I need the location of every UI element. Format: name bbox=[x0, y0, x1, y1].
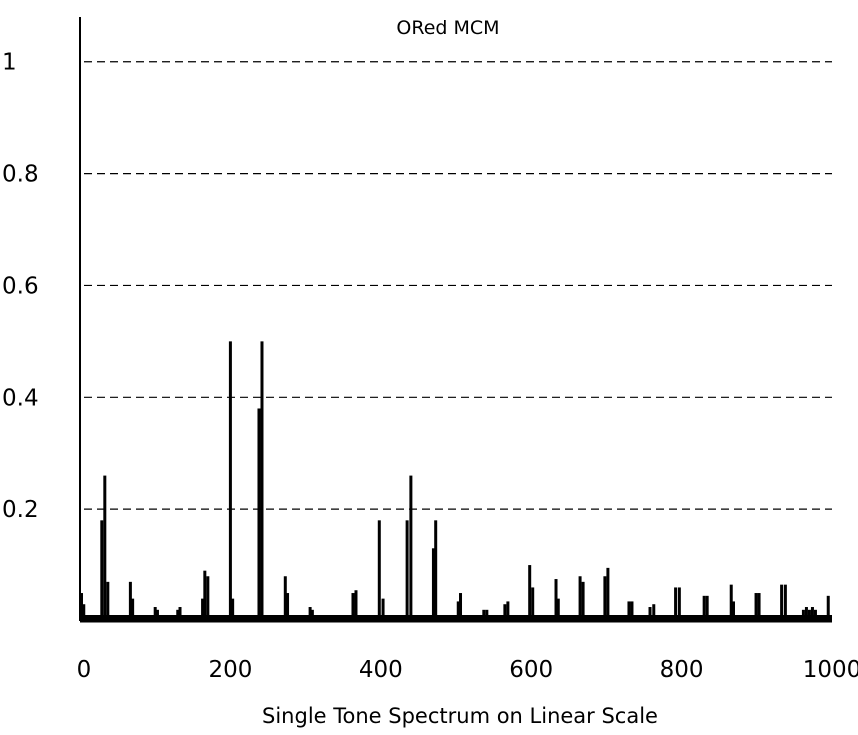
x-tick-label: 1000 bbox=[803, 657, 858, 683]
spectrum-bar bbox=[203, 570, 207, 621]
y-tick-label: 0.4 bbox=[2, 385, 39, 411]
spectrum-bar bbox=[603, 576, 607, 621]
y-tick-labels: 0.2 0.4 0.6 0.8 1 bbox=[2, 50, 39, 523]
spectrum-bar bbox=[131, 598, 135, 621]
spectrum-bar bbox=[434, 520, 438, 621]
spectrum-bar bbox=[257, 408, 261, 621]
spectrum-bar bbox=[80, 593, 84, 621]
x-tick-label: 400 bbox=[359, 657, 403, 683]
spectrum-bar bbox=[648, 607, 652, 621]
spectrum-bar bbox=[228, 341, 232, 621]
spectrum-bar bbox=[630, 601, 634, 621]
spectrum-bar bbox=[176, 609, 180, 621]
x-tick-labels: 0 200 400 600 800 1000 bbox=[77, 657, 858, 683]
spectrum-bar bbox=[231, 598, 235, 621]
spectrum-bar bbox=[153, 607, 157, 621]
y-tick-label: 0.8 bbox=[2, 162, 39, 188]
x-axis-label: Single Tone Spectrum on Linear Scale bbox=[262, 704, 658, 728]
spectrum-bar bbox=[810, 607, 814, 621]
spectrum-bar bbox=[381, 598, 385, 621]
spectrum-bar bbox=[627, 601, 631, 621]
spectrum-bar bbox=[260, 341, 264, 621]
bar-layer bbox=[80, 341, 832, 621]
spectrum-bar bbox=[351, 593, 355, 621]
spectrum-bar bbox=[578, 576, 582, 621]
spectrum-bar bbox=[482, 609, 486, 621]
spectrum-bar bbox=[528, 565, 532, 621]
spectrum-bar bbox=[506, 601, 510, 621]
spectrum-bar bbox=[652, 604, 656, 621]
spectrum-bar bbox=[485, 609, 489, 621]
spectrum-bar bbox=[456, 601, 460, 621]
spectrum-bar bbox=[826, 595, 830, 621]
spectrum-bar bbox=[503, 604, 507, 621]
spectrum-bar bbox=[702, 595, 706, 621]
spectrum-bar bbox=[155, 609, 159, 621]
spectrum-bar bbox=[804, 607, 808, 621]
spectrum-bar bbox=[606, 567, 610, 621]
y-tick-label: 0.6 bbox=[2, 273, 39, 299]
x-tick-label: 0 bbox=[77, 657, 92, 683]
spectrum-bar bbox=[807, 609, 811, 621]
spectrum-bar bbox=[813, 609, 817, 621]
spectrum-bar bbox=[286, 593, 290, 621]
spectrum-bar bbox=[128, 581, 132, 621]
spectrum-bar bbox=[729, 584, 733, 621]
spectrum-bar bbox=[554, 579, 558, 621]
spectrum-bar bbox=[780, 584, 784, 621]
spectrum-bar bbox=[731, 601, 735, 621]
spectrum-bar bbox=[106, 581, 110, 621]
x-tick-label: 200 bbox=[208, 657, 252, 683]
spectrum-bar bbox=[310, 609, 314, 621]
y-tick-label: 1 bbox=[2, 50, 17, 76]
spectrum-bar bbox=[556, 598, 560, 621]
spectrum-bar bbox=[206, 576, 210, 621]
spectrum-bar bbox=[674, 587, 678, 621]
spectrum-bar bbox=[201, 598, 205, 621]
spectrum-bar bbox=[783, 584, 787, 621]
spectrum-bar bbox=[757, 593, 761, 621]
x-tick-label: 800 bbox=[660, 657, 704, 683]
spectrum-bar bbox=[283, 576, 287, 621]
spectrum-bar bbox=[82, 604, 86, 621]
spectrum-bar bbox=[103, 475, 107, 621]
spectrum-bar bbox=[677, 587, 681, 621]
baseline-band bbox=[80, 615, 832, 621]
spectrum-bar bbox=[531, 587, 535, 621]
spectrum-bar bbox=[459, 593, 463, 621]
spectrum-bar bbox=[754, 593, 758, 621]
spectrum-bar bbox=[100, 520, 104, 621]
grid-layer bbox=[84, 61, 832, 510]
spectrum-bar bbox=[377, 520, 381, 621]
spectrum-bar bbox=[431, 548, 435, 621]
spectrum-bar bbox=[801, 609, 805, 621]
spectrum-bar bbox=[354, 590, 358, 621]
spectrum-bar bbox=[308, 607, 312, 621]
spectrum-bar bbox=[581, 581, 585, 621]
spectrum-bar bbox=[705, 595, 709, 621]
y-tick-label: 0.2 bbox=[2, 497, 39, 523]
chart-title: ORed MCM bbox=[396, 17, 499, 39]
x-tick-label: 600 bbox=[509, 657, 553, 683]
spectrum-bar bbox=[405, 520, 409, 621]
spectrum-bar bbox=[409, 475, 413, 621]
spectrum-bar bbox=[178, 607, 182, 621]
